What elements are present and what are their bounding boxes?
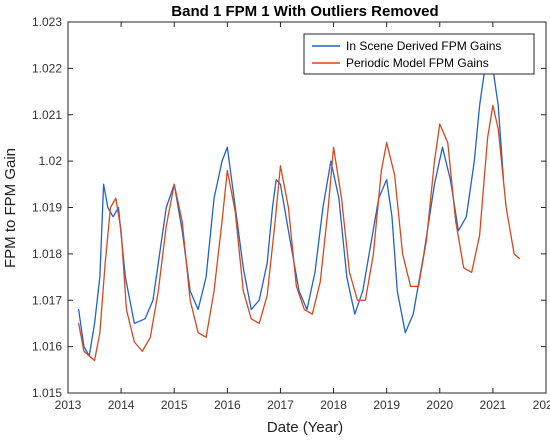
legend-box bbox=[303, 33, 535, 75]
x-tick-label: 2021 bbox=[480, 398, 507, 412]
y-tick-label: 1.019 bbox=[32, 201, 62, 215]
legend-label-2: Periodic Model FPM Gains bbox=[346, 56, 489, 70]
x-tick-label: 2013 bbox=[55, 398, 82, 412]
y-tick-label: 1.015 bbox=[32, 386, 62, 400]
x-tick-label: 2014 bbox=[108, 398, 135, 412]
x-tick-label: 2022 bbox=[533, 398, 550, 412]
x-tick-label: 2019 bbox=[373, 398, 400, 412]
chart-title: Band 1 FPM 1 With Outliers Removed bbox=[171, 3, 438, 20]
x-tick-label: 2020 bbox=[426, 398, 453, 412]
y-tick-label: 1.023 bbox=[32, 15, 62, 29]
x-axis-label: Date (Year) bbox=[267, 419, 343, 436]
y-tick-label: 1.022 bbox=[32, 61, 62, 75]
y-tick-label: 1.02 bbox=[39, 154, 63, 168]
plot-frame bbox=[67, 21, 547, 394]
legend: In Scene Derived FPM Gains Periodic Model… bbox=[303, 33, 535, 75]
series-line-1 bbox=[77, 58, 505, 357]
y-tick-label: 1.021 bbox=[32, 108, 62, 122]
x-tick-label: 2017 bbox=[267, 398, 294, 412]
series-line-2 bbox=[77, 104, 521, 362]
x-tick-label: 2018 bbox=[320, 398, 347, 412]
plot-area: 2013 2014 2015 2016 2017 2018 2019 2020 2021 2022… bbox=[32, 15, 550, 412]
y-tick-label: 1.016 bbox=[32, 340, 62, 354]
x-tick-label: 2016 bbox=[214, 398, 241, 412]
y-tick-label: 1.017 bbox=[32, 293, 62, 307]
y-tick-label: 1.018 bbox=[32, 247, 62, 261]
y-axis-label: FPM to FPM Gain bbox=[2, 148, 19, 268]
x-tick-label: 2015 bbox=[161, 398, 188, 412]
legend-label-1: In Scene Derived FPM Gains bbox=[346, 39, 501, 53]
